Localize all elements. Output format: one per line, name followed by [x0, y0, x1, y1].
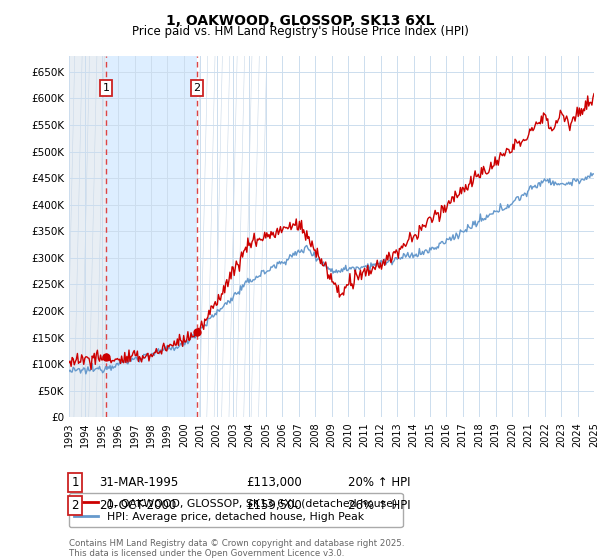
Text: 2: 2 — [71, 498, 79, 512]
Text: £159,500: £159,500 — [246, 498, 302, 512]
Text: 2: 2 — [193, 83, 200, 93]
Text: £113,000: £113,000 — [246, 476, 302, 489]
Text: Contains HM Land Registry data © Crown copyright and database right 2025.
This d: Contains HM Land Registry data © Crown c… — [69, 539, 404, 558]
Text: 1: 1 — [103, 83, 109, 93]
Bar — [69, 56, 106, 417]
Text: 20% ↑ HPI: 20% ↑ HPI — [348, 476, 410, 489]
Bar — [106, 56, 197, 417]
Text: 26% ↑ HPI: 26% ↑ HPI — [348, 498, 410, 512]
Text: Price paid vs. HM Land Registry's House Price Index (HPI): Price paid vs. HM Land Registry's House … — [131, 25, 469, 38]
Text: 1, OAKWOOD, GLOSSOP, SK13 6XL: 1, OAKWOOD, GLOSSOP, SK13 6XL — [166, 14, 434, 28]
Text: 20-OCT-2000: 20-OCT-2000 — [99, 498, 176, 512]
Text: 1: 1 — [71, 476, 79, 489]
Text: 31-MAR-1995: 31-MAR-1995 — [99, 476, 178, 489]
Legend: 1, OAKWOOD, GLOSSOP, SK13 6XL (detached house), HPI: Average price, detached hou: 1, OAKWOOD, GLOSSOP, SK13 6XL (detached … — [69, 493, 403, 528]
